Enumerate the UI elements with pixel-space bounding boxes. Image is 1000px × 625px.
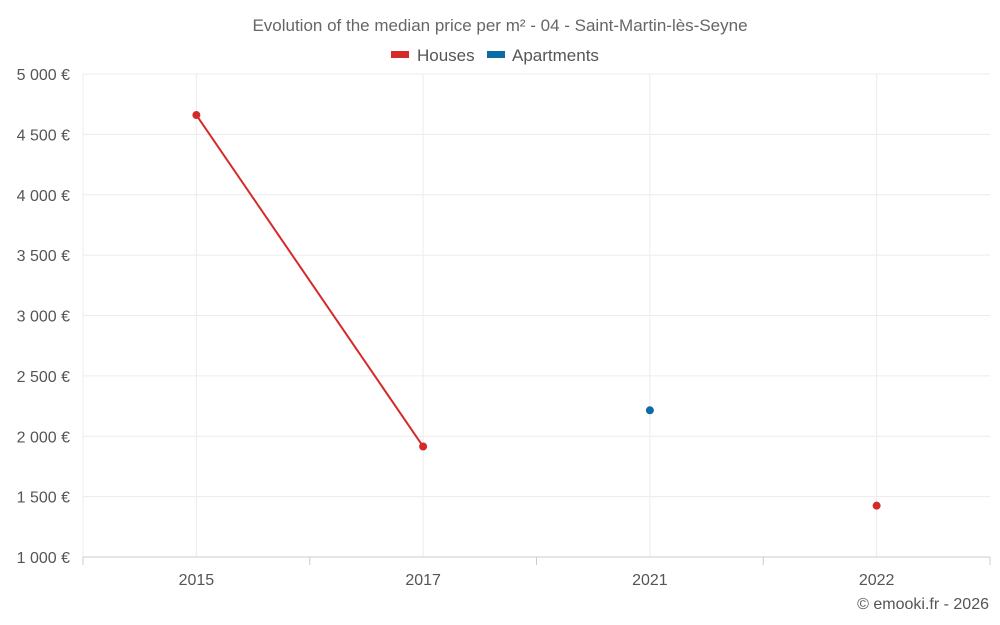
legend-label-apartments[interactable]: Apartments — [512, 46, 599, 65]
grid-lines — [82, 73, 991, 565]
legend-label-houses[interactable]: Houses — [417, 46, 475, 65]
y-tick-label: 3 500 € — [17, 248, 70, 265]
legend: Houses Apartments — [391, 46, 599, 65]
data-point-houses[interactable] — [419, 442, 428, 451]
x-tick-label: 2021 — [632, 572, 668, 589]
data-point-houses[interactable] — [872, 501, 881, 510]
x-tick-label: 2017 — [405, 572, 441, 589]
legend-swatch-houses — [391, 51, 409, 58]
y-tick-label: 1 000 € — [17, 550, 70, 567]
x-tick-label: 2015 — [179, 572, 215, 589]
y-tick-label: 3 000 € — [17, 309, 70, 326]
y-tick-label: 4 000 € — [17, 188, 70, 205]
credit-text: © emooki.fr - 2026 — [857, 596, 989, 613]
y-tick-label: 1 500 € — [17, 490, 70, 507]
y-tick-label: 2 000 € — [17, 429, 70, 446]
y-tick-label: 5 000 € — [17, 67, 70, 84]
series-line-houses — [195, 114, 424, 448]
data-point-houses[interactable] — [192, 111, 201, 120]
series-layer — [192, 111, 881, 510]
chart-title: Evolution of the median price per m² - 0… — [252, 16, 747, 35]
y-tick-label: 4 500 € — [17, 127, 70, 144]
legend-swatch-apartments — [487, 51, 505, 58]
data-point-apartments[interactable] — [645, 406, 654, 415]
y-axis-ticks: 1 000 € 1 500 € 2 000 € 2 500 € 3 000 € 3 500… — [17, 67, 70, 567]
x-axis-ticks: 2015 2017 2021 2022 — [179, 572, 895, 589]
y-tick-label: 2 500 € — [17, 369, 70, 386]
x-tick-label: 2022 — [859, 572, 895, 589]
